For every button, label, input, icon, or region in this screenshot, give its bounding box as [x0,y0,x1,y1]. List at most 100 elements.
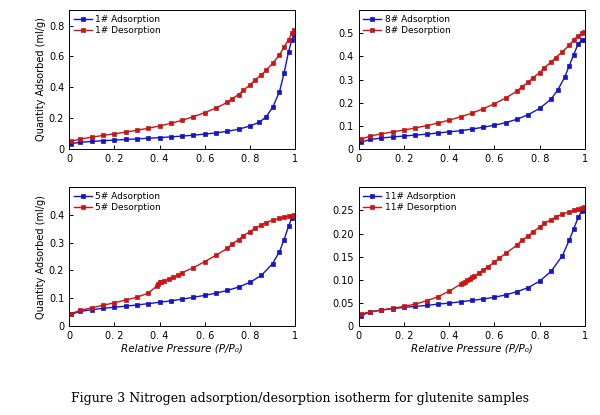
1# Desorption [229,96,236,101]
1# Adsorption [133,137,140,142]
11# Adsorption [575,215,582,220]
8# Adsorption [514,117,521,122]
1# Adsorption [167,134,175,139]
8# Desorption [358,137,365,142]
1# Desorption [269,61,276,66]
8# Desorption [541,65,548,70]
1# Desorption [235,92,242,97]
5# Adsorption [133,303,140,308]
11# Adsorption [457,299,464,304]
1# Desorption [100,133,107,138]
1# Desorption [190,114,197,119]
1# Adsorption [276,89,283,94]
1# Desorption [68,139,75,144]
1# Adsorption [212,130,220,135]
8# Desorption [529,75,536,80]
8# Desorption [552,55,559,60]
Line: 8# Adsorption: 8# Adsorption [359,38,586,144]
8# Adsorption [580,37,587,42]
8# Adsorption [378,136,385,141]
11# Desorption [552,215,559,220]
1# Adsorption [290,32,298,37]
11# Desorption [566,210,573,215]
5# Adsorption [156,300,163,305]
Line: 8# Desorption: 8# Desorption [359,30,586,142]
5# Adsorption [285,224,292,229]
11# Adsorption [468,298,475,303]
1# Adsorption [247,124,254,129]
11# Desorption [457,282,464,287]
Line: 1# Desorption: 1# Desorption [69,27,296,144]
5# Adsorption [280,237,287,242]
8# Desorption [525,80,532,85]
8# Adsorption [525,112,532,117]
8# Adsorption [423,132,430,137]
11# Desorption [466,276,473,281]
1# Desorption [201,110,208,115]
5# Desorption [145,290,152,295]
8# Desorption [412,125,419,130]
8# Desorption [575,33,582,38]
8# Desorption [559,49,566,54]
1# Desorption [251,78,258,83]
8# Adsorption [446,129,453,134]
11# Adsorption [547,269,554,274]
8# Adsorption [536,106,544,111]
11# Desorption [496,256,503,261]
8# Adsorption [502,120,509,125]
11# Desorption [475,271,482,276]
1# Desorption [289,31,296,36]
5# Adsorption [68,312,75,317]
1# Desorption [133,128,140,133]
Y-axis label: Quantity Adsorbed (ml/g): Quantity Adsorbed (ml/g) [36,195,46,319]
8# Desorption [400,127,407,132]
8# Desorption [367,134,374,139]
5# Adsorption [110,305,118,310]
5# Desorption [235,237,242,242]
5# Adsorption [100,306,107,311]
1# Adsorption [224,129,231,134]
5# Desorption [190,265,197,270]
11# Adsorption [580,207,587,212]
11# Desorption [367,310,374,315]
11# Desorption [518,238,525,243]
8# Desorption [578,31,585,36]
1# Desorption [285,37,292,42]
11# Adsorption [570,227,577,232]
11# Desorption [446,289,453,294]
5# Desorption [77,308,84,313]
1# Adsorption [156,135,163,140]
5# Desorption [156,280,163,285]
1# Desorption [276,52,283,57]
1# Desorption [258,73,265,78]
8# Adsorption [358,140,365,145]
11# Desorption [358,311,365,316]
5# Desorption [100,303,107,308]
11# Desorption [525,233,532,238]
5# Desorption [290,212,298,217]
5# Adsorption [224,288,231,293]
11# Desorption [400,304,407,309]
8# Desorption [491,101,498,106]
1# Desorption [239,88,247,93]
1# Desorption [224,100,231,105]
Legend: 8# Adsorption, 8# Desorption: 8# Adsorption, 8# Desorption [361,13,452,37]
11# Desorption [434,294,442,299]
1# Adsorption [235,127,242,132]
Line: 5# Desorption: 5# Desorption [69,213,296,316]
5# Desorption [251,226,258,231]
8# Desorption [570,37,577,42]
5# Desorption [68,311,75,316]
1# Adsorption [88,139,95,144]
11# Desorption [459,281,466,286]
1# Adsorption [256,120,263,125]
8# Adsorption [570,52,577,57]
8# Adsorption [457,128,464,133]
Text: Figure 3 Nitrogen adsorption/desorption isotherm for glutenite samples: Figure 3 Nitrogen adsorption/desorption … [71,392,529,405]
5# Desorption [174,273,181,278]
5# Desorption [155,281,162,286]
5# Adsorption [289,215,296,220]
Line: 1# Adsorption: 1# Adsorption [69,33,296,146]
11# Desorption [464,278,471,283]
5# Adsorption [88,307,95,312]
